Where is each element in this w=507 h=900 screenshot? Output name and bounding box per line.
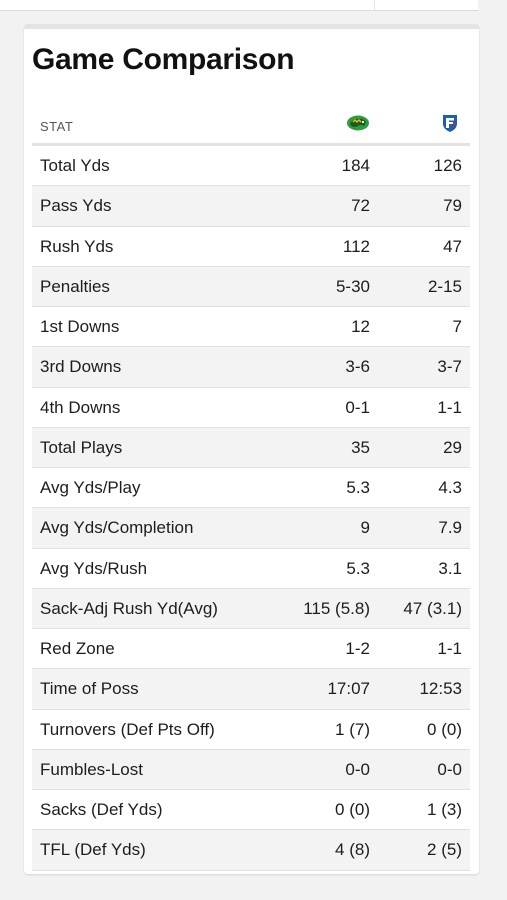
away-team-value: 1-1 <box>437 639 462 658</box>
table-row: Total Plays 35 29 <box>32 427 470 468</box>
away-team-value: 4.3 <box>438 478 462 497</box>
stat-label: Avg Yds/Completion <box>40 518 194 538</box>
stat-label: Sacks (Def Yds) <box>40 800 163 819</box>
home-team-value: 0 (0) <box>335 800 370 819</box>
stat-label: 1st Downs <box>40 317 120 336</box>
home-team-value: 0-0 <box>345 759 370 779</box>
table-row: 3rd Downs 3-6 3-7 <box>32 347 470 388</box>
table-header: STAT <box>32 105 470 146</box>
stat-label: Red Zone <box>40 639 115 658</box>
table-row: Turnovers (Def Pts Off) 1 (7) 0 (0) <box>32 710 470 750</box>
table-row: Fumbles-Lost 0-0 0-0 <box>32 749 470 790</box>
home-team-value: 4 (8) <box>335 840 370 860</box>
table-row: Penalties 5-30 2-15 <box>32 266 470 307</box>
stat-label: Avg Yds/Play <box>40 478 141 497</box>
away-team-value: 29 <box>443 437 462 457</box>
bison-logo-icon <box>347 115 369 131</box>
home-team-value: 17:07 <box>327 679 370 699</box>
table-row: Total Yds 184 126 <box>32 146 470 187</box>
stat-label: Pass Yds <box>40 196 112 216</box>
stat-label: Sack-Adj Rush Yd(Avg) <box>40 598 218 618</box>
stat-label: Turnovers (Def Pts Off) <box>40 719 215 739</box>
home-team-value: 3-6 <box>345 357 370 377</box>
table-row: Avg Yds/Completion 9 7.9 <box>32 508 470 549</box>
home-team-value: 115 (5.8) <box>303 598 370 618</box>
stat-label: Penalties <box>40 276 110 296</box>
stat-label: Rush Yds <box>40 236 114 256</box>
home-team-value: 72 <box>351 196 370 216</box>
home-team-value: 112 <box>342 236 370 256</box>
table-row: TFL (Def Yds) 4 (8) 2 (5) <box>32 830 470 871</box>
home-team-value: 184 <box>341 156 370 175</box>
home-team-value: 5.3 <box>346 478 370 497</box>
home-team-value: 9 <box>360 518 370 538</box>
stat-label: TFL (Def Yds) <box>40 840 146 860</box>
home-team-value: 1 (7) <box>335 719 370 739</box>
away-team-value: 126 <box>433 156 462 175</box>
table-row: Avg Yds/Rush 5.3 3.1 <box>32 549 470 589</box>
away-team-value: 47 <box>443 236 462 256</box>
stat-label: Time of Poss <box>40 679 139 699</box>
previous-section-edge <box>0 0 478 11</box>
strip-divider <box>374 0 375 10</box>
away-team-value: 2-15 <box>427 276 462 296</box>
game-comparison-card: Game Comparison STAT Total Yds 184 126 Pass… <box>24 24 479 874</box>
home-team-value: 1-2 <box>345 639 370 658</box>
table-row: Avg Yds/Play 5.3 4.3 <box>32 468 470 509</box>
away-team-value: 3-7 <box>437 357 462 377</box>
stat-label: Total Plays <box>40 437 123 457</box>
stat-label: 4th Downs <box>40 397 121 417</box>
away-team-value: 0 (0) <box>427 719 462 739</box>
home-team-value: 5.3 <box>346 558 370 578</box>
away-team-value: 47 (3.1) <box>403 598 462 618</box>
away-team-value: 7 <box>452 317 462 336</box>
stat-label: Total Yds <box>40 156 110 175</box>
comparison-table: STAT Total Yds 184 126 Pass Yds 72 79 Rush Yds… <box>32 105 470 871</box>
table-row: Red Zone 1-2 1-1 <box>32 629 470 670</box>
shield-logo-icon <box>443 115 457 132</box>
home-team-value: 5-30 <box>335 276 370 296</box>
stat-label: 3rd Downs <box>40 357 122 377</box>
table-row: Rush Yds 112 47 <box>32 227 470 267</box>
away-team-value: 7.9 <box>438 518 462 538</box>
away-team-value: 12:53 <box>419 679 462 699</box>
stat-column-header: STAT <box>40 119 74 134</box>
away-team-value: 0-0 <box>437 759 462 779</box>
stat-label: Fumbles-Lost <box>40 759 143 779</box>
stat-label: Avg Yds/Rush <box>40 558 148 578</box>
away-team-value: 1 (3) <box>427 800 462 819</box>
table-row: 4th Downs 0-1 1-1 <box>32 388 470 428</box>
home-team-value: 12 <box>351 317 370 336</box>
table-row: Time of Poss 17:07 12:53 <box>32 669 470 710</box>
home-team-value: 0-1 <box>345 397 370 417</box>
table-row: 1st Downs 12 7 <box>32 307 470 348</box>
away-team-value: 3.1 <box>438 558 462 578</box>
home-team-value: 35 <box>351 437 370 457</box>
page-title: Game Comparison <box>32 43 295 76</box>
table-row: Pass Yds 72 79 <box>32 186 470 227</box>
table-row: Sack-Adj Rush Yd(Avg) 115 (5.8) 47 (3.1) <box>32 588 470 629</box>
table-row: Sacks (Def Yds) 0 (0) 1 (3) <box>32 790 470 831</box>
away-team-value: 79 <box>443 196 462 216</box>
table-body: Total Yds 184 126 Pass Yds 72 79 Rush Yds 112 47… <box>32 146 470 871</box>
away-team-value: 1-1 <box>437 397 462 417</box>
away-team-value: 2 (5) <box>427 840 462 860</box>
